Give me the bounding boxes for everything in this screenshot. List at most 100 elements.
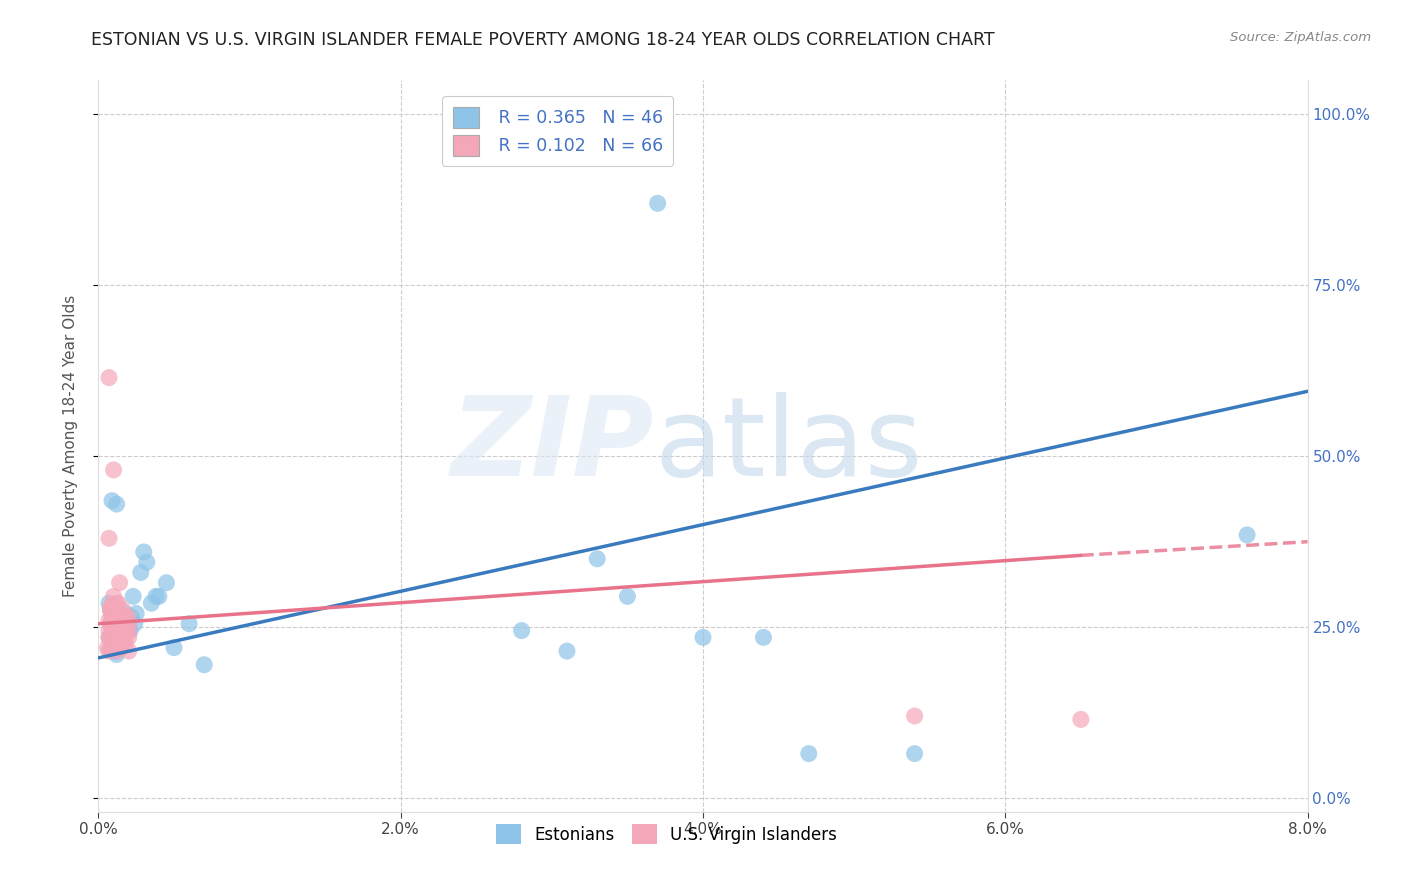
Point — [100, 603, 122, 617]
Point — [110, 631, 132, 645]
Point — [111, 624, 134, 638]
Point — [115, 610, 138, 624]
Text: Source: ZipAtlas.com: Source: ZipAtlas.com — [1230, 31, 1371, 45]
Point — [103, 631, 125, 645]
Point — [111, 627, 134, 641]
Point — [112, 633, 135, 648]
Point — [555, 644, 578, 658]
Point — [104, 624, 127, 638]
Point — [105, 648, 128, 662]
Point — [110, 616, 132, 631]
Point — [647, 196, 669, 211]
Point — [98, 644, 121, 658]
Point — [114, 624, 136, 638]
Point — [103, 640, 125, 655]
Point — [118, 624, 141, 638]
Point — [129, 566, 152, 580]
Y-axis label: Female Poverty Among 18-24 Year Olds: Female Poverty Among 18-24 Year Olds — [63, 295, 77, 597]
Point — [105, 644, 128, 658]
Point — [904, 709, 927, 723]
Point — [107, 640, 129, 655]
Text: atlas: atlas — [655, 392, 924, 500]
Point — [122, 590, 145, 604]
Point — [118, 631, 141, 645]
Point — [163, 640, 186, 655]
Point — [108, 637, 131, 651]
Point — [132, 545, 155, 559]
Point — [98, 631, 121, 645]
Point — [104, 607, 127, 621]
Point — [107, 624, 129, 638]
Point — [105, 497, 128, 511]
Point — [114, 637, 136, 651]
Point — [101, 607, 124, 621]
Point — [107, 627, 129, 641]
Point — [104, 610, 127, 624]
Point — [101, 640, 124, 655]
Point — [115, 610, 138, 624]
Point — [118, 616, 141, 631]
Point — [104, 644, 127, 658]
Point — [114, 624, 136, 638]
Point — [103, 463, 125, 477]
Point — [120, 624, 142, 638]
Point — [1070, 713, 1092, 727]
Point — [110, 627, 132, 641]
Point — [148, 590, 170, 604]
Point — [112, 627, 135, 641]
Text: ZIP: ZIP — [451, 392, 655, 500]
Point — [118, 644, 141, 658]
Point — [124, 616, 146, 631]
Point — [114, 627, 136, 641]
Point — [111, 624, 134, 638]
Point — [111, 633, 134, 648]
Point — [904, 747, 927, 761]
Point — [100, 631, 122, 645]
Point — [155, 575, 177, 590]
Point — [101, 616, 124, 631]
Point — [193, 657, 215, 672]
Point — [96, 640, 118, 655]
Point — [101, 610, 124, 624]
Point — [104, 613, 127, 627]
Point — [510, 624, 533, 638]
Point — [1236, 528, 1258, 542]
Point — [118, 624, 141, 638]
Point — [107, 631, 129, 645]
Point — [112, 624, 135, 638]
Point — [103, 599, 125, 614]
Point — [100, 616, 122, 631]
Point — [586, 551, 609, 566]
Point — [98, 596, 121, 610]
Point — [115, 613, 138, 627]
Point — [98, 624, 121, 638]
Point — [98, 531, 121, 545]
Point — [135, 555, 157, 569]
Point — [108, 616, 131, 631]
Point — [125, 607, 148, 621]
Point — [100, 603, 122, 617]
Point — [101, 493, 124, 508]
Point — [101, 599, 124, 614]
Point — [103, 631, 125, 645]
Point — [98, 613, 121, 627]
Text: ESTONIAN VS U.S. VIRGIN ISLANDER FEMALE POVERTY AMONG 18-24 YEAR OLDS CORRELATIO: ESTONIAN VS U.S. VIRGIN ISLANDER FEMALE … — [91, 31, 995, 49]
Point — [141, 596, 163, 610]
Point — [797, 747, 820, 761]
Point — [114, 607, 136, 621]
Point — [752, 631, 775, 645]
Point — [108, 575, 131, 590]
Point — [107, 613, 129, 627]
Point — [98, 370, 121, 384]
Point — [104, 610, 127, 624]
Legend: Estonians, U.S. Virgin Islanders: Estonians, U.S. Virgin Islanders — [489, 817, 844, 851]
Point — [111, 613, 134, 627]
Point — [100, 616, 122, 631]
Point — [100, 599, 122, 614]
Point — [100, 640, 122, 655]
Point — [105, 603, 128, 617]
Point — [108, 637, 131, 651]
Point — [616, 590, 638, 604]
Point — [110, 637, 132, 651]
Point — [179, 616, 201, 631]
